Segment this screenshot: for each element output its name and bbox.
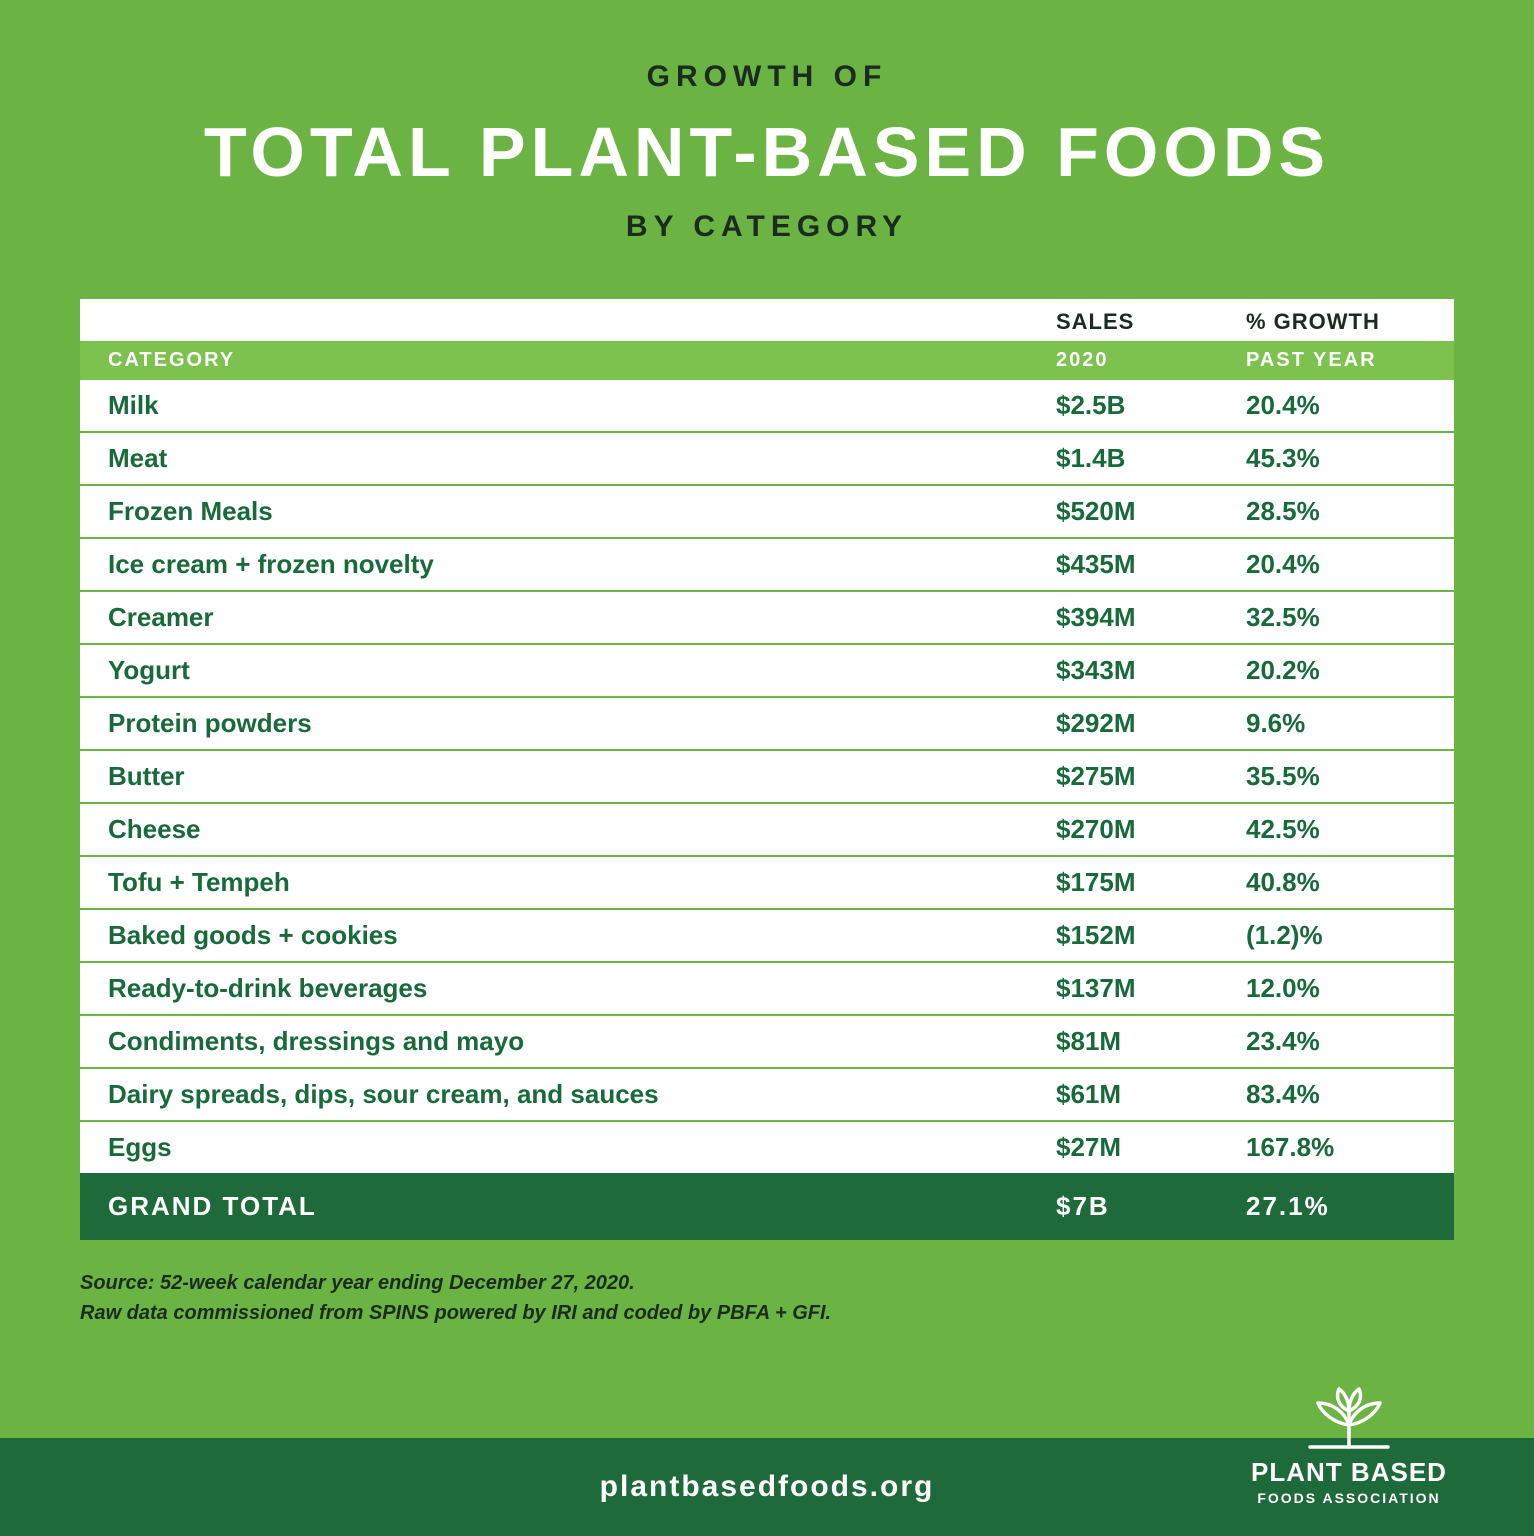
table-row: Ice cream + frozen novelty$435M20.4% (80, 539, 1454, 592)
cell-sales: $2.5B (1056, 390, 1246, 421)
table-row: Yogurt$343M20.2% (80, 645, 1454, 698)
cell-sales: $394M (1056, 602, 1246, 633)
cell-sales: $343M (1056, 655, 1246, 686)
cell-category: Butter (108, 761, 1056, 792)
total-sales: $7B (1056, 1191, 1246, 1222)
table-row: Cheese$270M42.5% (80, 804, 1454, 857)
footer-url: plantbasedfoods.org (600, 1470, 935, 1504)
cell-growth: 35.5% (1246, 761, 1426, 792)
table-row: Butter$275M35.5% (80, 751, 1454, 804)
cell-category: Cheese (108, 814, 1056, 845)
cell-category: Baked goods + cookies (108, 920, 1056, 951)
infographic-container: GROWTH OF TOTAL PLANT-BASED FOODS BY CAT… (0, 0, 1534, 1536)
table-row: Frozen Meals$520M28.5% (80, 486, 1454, 539)
table-row: Tofu + Tempeh$175M40.8% (80, 857, 1454, 910)
cell-category: Meat (108, 443, 1056, 474)
cell-growth: 167.8% (1246, 1132, 1426, 1163)
source-line-1: Source: 52-week calendar year ending Dec… (80, 1268, 1454, 1298)
cell-growth: 45.3% (1246, 443, 1426, 474)
table-row: Condiments, dressings and mayo$81M23.4% (80, 1016, 1454, 1069)
cell-category: Eggs (108, 1132, 1056, 1163)
source-line-2: Raw data commissioned from SPINS powered… (80, 1298, 1454, 1328)
cell-growth: 20.2% (1246, 655, 1426, 686)
cell-sales: $137M (1056, 973, 1246, 1004)
table-header-top: SALES % GROWTH (80, 299, 1454, 341)
cell-growth: 28.5% (1246, 496, 1426, 527)
header-sales-top: SALES (1056, 309, 1246, 335)
total-growth: 27.1% (1246, 1191, 1426, 1222)
table-body: Milk$2.5B20.4%Meat$1.4B45.3%Frozen Meals… (80, 380, 1454, 1173)
cell-sales: $292M (1056, 708, 1246, 739)
cell-sales: $175M (1056, 867, 1246, 898)
cell-growth: 32.5% (1246, 602, 1426, 633)
pbfa-logo: PLANT BASED FOODS ASSOCIATION (1234, 1385, 1464, 1506)
heading-title: TOTAL PLANT-BASED FOODS (80, 112, 1454, 192)
cell-category: Ice cream + frozen novelty (108, 549, 1056, 580)
table-row: Eggs$27M167.8% (80, 1122, 1454, 1173)
logo-line-1: PLANT BASED (1234, 1457, 1464, 1488)
cell-growth: 12.0% (1246, 973, 1426, 1004)
heading-eyebrow: GROWTH OF (80, 60, 1454, 94)
table-row: Dairy spreads, dips, sour cream, and sau… (80, 1069, 1454, 1122)
source-note: Source: 52-week calendar year ending Dec… (80, 1268, 1454, 1328)
table-row: Meat$1.4B45.3% (80, 433, 1454, 486)
table-header-sub: CATEGORY 2020 PAST YEAR (80, 341, 1454, 380)
header-growth-top: % GROWTH (1246, 309, 1426, 335)
cell-growth: 23.4% (1246, 1026, 1426, 1057)
data-table: SALES % GROWTH CATEGORY 2020 PAST YEAR M… (80, 299, 1454, 1240)
cell-sales: $61M (1056, 1079, 1246, 1110)
cell-growth: 40.8% (1246, 867, 1426, 898)
cell-sales: $27M (1056, 1132, 1246, 1163)
cell-growth: 9.6% (1246, 708, 1426, 739)
cell-growth: (1.2)% (1246, 920, 1426, 951)
cell-sales: $270M (1056, 814, 1246, 845)
cell-category: Ready-to-drink beverages (108, 973, 1056, 1004)
cell-category: Protein powders (108, 708, 1056, 739)
cell-category: Frozen Meals (108, 496, 1056, 527)
cell-category: Milk (108, 390, 1056, 421)
cell-sales: $81M (1056, 1026, 1246, 1057)
table-total-row: GRAND TOTAL $7B 27.1% (80, 1173, 1454, 1240)
cell-sales: $1.4B (1056, 443, 1246, 474)
cell-growth: 20.4% (1246, 549, 1426, 580)
header-growth-sub: PAST YEAR (1246, 349, 1426, 372)
table-row: Protein powders$292M9.6% (80, 698, 1454, 751)
cell-category: Creamer (108, 602, 1056, 633)
leaf-icon (1234, 1385, 1464, 1453)
logo-line-2: FOODS ASSOCIATION (1234, 1490, 1464, 1506)
cell-growth: 20.4% (1246, 390, 1426, 421)
header-sales-sub: 2020 (1056, 349, 1246, 372)
table-row: Milk$2.5B20.4% (80, 380, 1454, 433)
header-category-sub: CATEGORY (108, 349, 1056, 372)
table-row: Ready-to-drink beverages$137M12.0% (80, 963, 1454, 1016)
cell-growth: 83.4% (1246, 1079, 1426, 1110)
table-row: Baked goods + cookies$152M(1.2)% (80, 910, 1454, 963)
cell-category: Dairy spreads, dips, sour cream, and sau… (108, 1079, 1056, 1110)
cell-sales: $435M (1056, 549, 1246, 580)
heading-subtitle: BY CATEGORY (80, 210, 1454, 244)
heading-block: GROWTH OF TOTAL PLANT-BASED FOODS BY CAT… (80, 60, 1454, 244)
cell-category: Yogurt (108, 655, 1056, 686)
cell-category: Tofu + Tempeh (108, 867, 1056, 898)
table-row: Creamer$394M32.5% (80, 592, 1454, 645)
cell-sales: $275M (1056, 761, 1246, 792)
cell-sales: $152M (1056, 920, 1246, 951)
total-label: GRAND TOTAL (108, 1191, 1056, 1222)
cell-category: Condiments, dressings and mayo (108, 1026, 1056, 1057)
cell-growth: 42.5% (1246, 814, 1426, 845)
cell-sales: $520M (1056, 496, 1246, 527)
